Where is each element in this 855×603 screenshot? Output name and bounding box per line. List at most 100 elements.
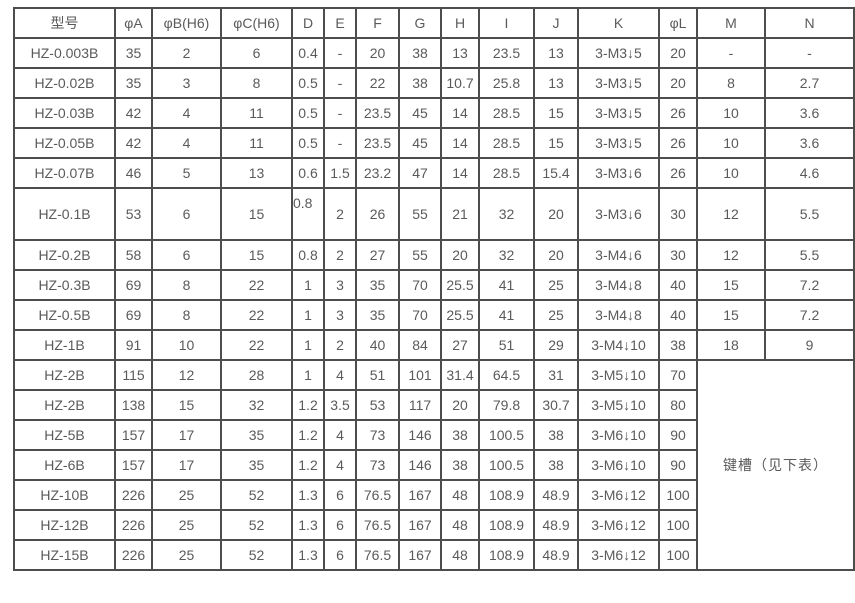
- cell-j: 30.7: [533, 389, 579, 421]
- cell-j: 25: [533, 269, 579, 301]
- cell-f: 27: [355, 239, 400, 271]
- cell-d: 1.3: [291, 479, 325, 511]
- cell-phi-l: 80: [658, 389, 698, 421]
- cell-j: 20: [533, 239, 579, 271]
- cell-h: 48: [440, 509, 480, 541]
- cell-phi-l: 20: [658, 37, 698, 69]
- cell-d: 0.5: [291, 127, 325, 159]
- cell-j: 13: [533, 37, 579, 69]
- cell-phi-c: 52: [220, 509, 293, 541]
- cell-phi-l: 90: [658, 449, 698, 481]
- cell-d: 0.4: [291, 37, 325, 69]
- cell-g: 70: [398, 269, 442, 301]
- cell-g: 146: [398, 449, 442, 481]
- cell-phi-a: 35: [114, 67, 153, 99]
- cell-phi-c: 6: [220, 37, 293, 69]
- cell-phi-a: 91: [114, 329, 153, 361]
- cell-phi-l: 38: [658, 329, 698, 361]
- cell-j: 38: [533, 419, 579, 451]
- cell-d: 1: [291, 359, 325, 391]
- cell-f: 22: [355, 67, 400, 99]
- cell-h: 25.5: [440, 299, 480, 331]
- cell-phi-c: 11: [220, 127, 293, 159]
- cell-g: 38: [398, 37, 442, 69]
- cell-e: 2: [323, 329, 357, 361]
- cell-i: 64.5: [478, 359, 535, 391]
- cell-phi-c: 22: [220, 299, 293, 331]
- cell-phi-b: 10: [151, 329, 222, 361]
- cell-f: 76.5: [355, 479, 400, 511]
- cell-phi-a: 226: [114, 539, 153, 571]
- table-row: HZ-0.3B 69 8 22 1 3 35 70 25.5 41 25 3-M4↓8 40 15 7.2: [13, 269, 855, 301]
- cell-e: 4: [323, 359, 357, 391]
- cell-n: 2.7: [764, 67, 855, 99]
- cell-k: 3-M6↓12: [577, 539, 660, 571]
- cell-phi-l: 70: [658, 359, 698, 391]
- cell-i: 25.8: [478, 67, 535, 99]
- cell-phi-a: 138: [114, 389, 153, 421]
- cell-g: 47: [398, 157, 442, 189]
- cell-k: 3-M6↓12: [577, 479, 660, 511]
- cell-i: 108.9: [478, 539, 535, 571]
- cell-d: 0.5: [291, 97, 325, 129]
- cell-g: 117: [398, 389, 442, 421]
- cell-j: 38: [533, 449, 579, 481]
- cell-phi-c: 22: [220, 269, 293, 301]
- cell-d: 1: [291, 299, 325, 331]
- table-row: HZ-15B 226 25 52 1.3 6 76.5 167 48 108.9 48.9 3-M6↓…: [13, 539, 854, 571]
- cell-model: HZ-0.03B: [13, 97, 116, 129]
- cell-k: 3-M6↓10: [577, 449, 660, 481]
- cell-phi-b: 25: [151, 479, 222, 511]
- cell-model: HZ-0.1B: [13, 187, 116, 241]
- cell-d: 1.2: [291, 449, 325, 481]
- cell-j: 13: [533, 67, 579, 99]
- cell-phi-a: 69: [114, 269, 153, 301]
- cell-k: 3-M5↓10: [577, 389, 660, 421]
- cell-j: 15: [533, 127, 579, 159]
- cell-m: 10: [696, 157, 766, 189]
- cell-phi-a: 42: [114, 97, 153, 129]
- cell-phi-b: 6: [151, 239, 222, 271]
- cell-phi-c: 32: [220, 389, 293, 421]
- header-m: M: [696, 7, 766, 39]
- cell-h: 14: [440, 127, 480, 159]
- cell-phi-l: 100: [658, 539, 698, 571]
- cell-n: 3.6: [764, 97, 855, 129]
- cell-g: 167: [398, 479, 442, 511]
- cell-model: HZ-2B: [13, 359, 116, 391]
- cell-phi-a: 53: [114, 187, 153, 241]
- cell-phi-a: 42: [114, 127, 153, 159]
- cell-f: 23.5: [355, 127, 400, 159]
- cell-phi-l: 90: [658, 419, 698, 451]
- cell-phi-l: 20: [658, 67, 698, 99]
- cell-phi-b: 5: [151, 157, 222, 189]
- cell-i: 28.5: [478, 157, 535, 189]
- cell-h: 13: [440, 37, 480, 69]
- cell-h: 14: [440, 97, 480, 129]
- cell-f: 35: [355, 269, 400, 301]
- cell-e: 3: [323, 299, 357, 331]
- cell-e: 3: [323, 269, 357, 301]
- cell-f: 76.5: [355, 539, 400, 571]
- cell-h: 38: [440, 449, 480, 481]
- cell-d: 1: [291, 269, 325, 301]
- cell-j: 15.4: [533, 157, 579, 189]
- cell-model: HZ-12B: [13, 509, 116, 541]
- cell-phi-c: 52: [220, 479, 293, 511]
- cell-j: 29: [533, 329, 579, 361]
- cell-k: 3-M6↓10: [577, 419, 660, 451]
- cell-n: 5.5: [764, 187, 855, 241]
- cell-k: 3-M5↓10: [577, 359, 660, 391]
- cell-j: 48.9: [533, 479, 579, 511]
- cell-phi-c: 22: [220, 329, 293, 361]
- cell-e: 6: [323, 539, 357, 571]
- cell-d: 0.5: [291, 67, 325, 99]
- cell-phi-l: 40: [658, 269, 698, 301]
- cell-k: 3-M3↓6: [577, 187, 660, 241]
- header-phi-b: φB(H6): [151, 7, 222, 39]
- cell-model: HZ-2B: [13, 389, 116, 421]
- cell-h: 20: [440, 239, 480, 271]
- cell-e: 6: [323, 479, 357, 511]
- table-row: HZ-6B 157 17 35 1.2 4 73 146 38 100.5 38 3-M6↓10 90: [13, 449, 854, 481]
- cell-phi-b: 6: [151, 187, 222, 241]
